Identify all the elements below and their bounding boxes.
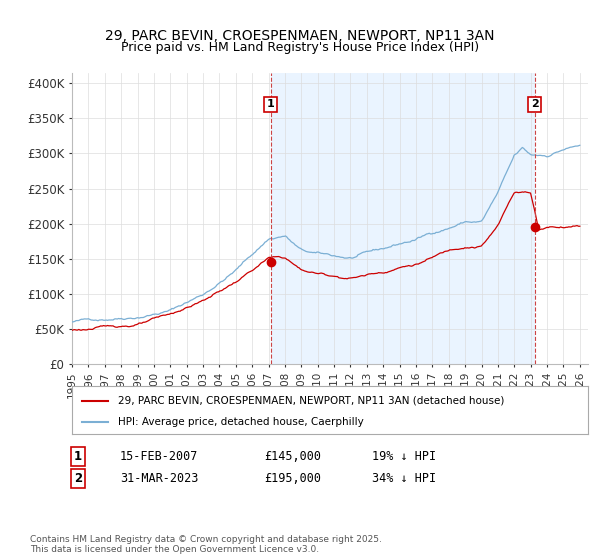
Bar: [271, 73, 535, 364]
Text: £145,000: £145,000: [264, 450, 321, 463]
Text: 34% ↓ HPI: 34% ↓ HPI: [372, 472, 436, 486]
Text: Contains HM Land Registry data © Crown copyright and database right 2025.
This d: Contains HM Land Registry data © Crown c…: [30, 535, 382, 554]
Text: 1: 1: [74, 450, 82, 463]
Text: 29, PARC BEVIN, CROESPENMAEN, NEWPORT, NP11 3AN (detached house): 29, PARC BEVIN, CROESPENMAEN, NEWPORT, N…: [118, 396, 505, 405]
Text: 1: 1: [266, 99, 274, 109]
Text: 19% ↓ HPI: 19% ↓ HPI: [372, 450, 436, 463]
Text: 31-MAR-2023: 31-MAR-2023: [120, 472, 199, 486]
Text: 2: 2: [531, 99, 539, 109]
Text: £195,000: £195,000: [264, 472, 321, 486]
Text: 29, PARC BEVIN, CROESPENMAEN, NEWPORT, NP11 3AN: 29, PARC BEVIN, CROESPENMAEN, NEWPORT, N…: [105, 29, 495, 44]
Text: 2: 2: [74, 472, 82, 486]
Text: Price paid vs. HM Land Registry's House Price Index (HPI): Price paid vs. HM Land Registry's House …: [121, 41, 479, 54]
Text: 15-FEB-2007: 15-FEB-2007: [120, 450, 199, 463]
Text: HPI: Average price, detached house, Caerphilly: HPI: Average price, detached house, Caer…: [118, 417, 364, 427]
